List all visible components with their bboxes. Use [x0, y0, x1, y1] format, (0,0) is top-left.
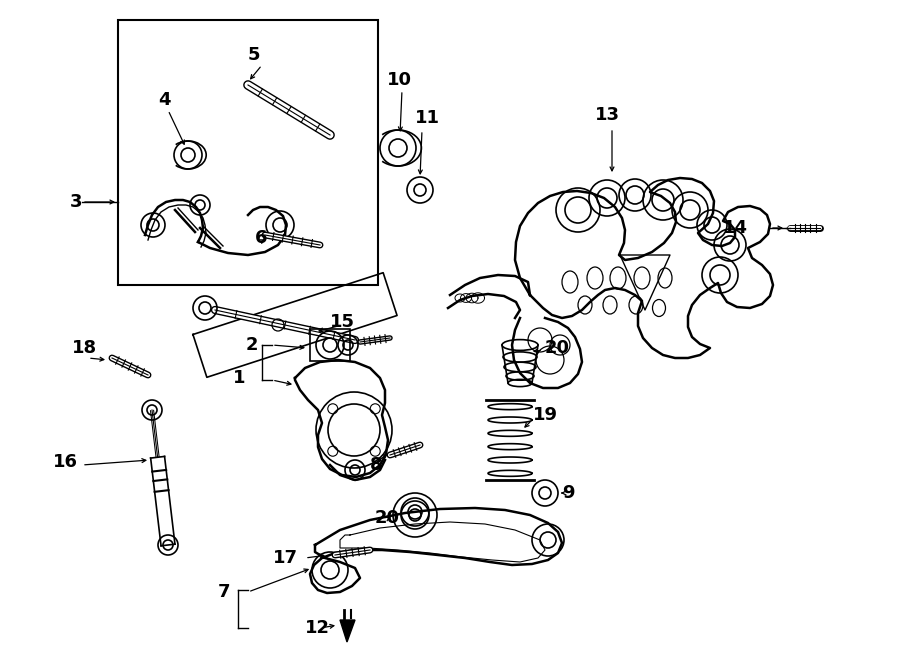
- Text: 17: 17: [273, 549, 298, 567]
- Text: 20: 20: [375, 509, 400, 527]
- Text: 16: 16: [53, 453, 78, 471]
- Text: 7: 7: [218, 583, 230, 601]
- Text: 8: 8: [370, 456, 382, 474]
- Text: 10: 10: [387, 71, 412, 89]
- Text: 14: 14: [723, 219, 748, 237]
- Bar: [310, 329, 350, 361]
- Text: 12: 12: [305, 619, 330, 637]
- Text: 2: 2: [246, 336, 258, 354]
- Text: 15: 15: [330, 313, 355, 331]
- Text: 6: 6: [255, 229, 267, 247]
- Text: 11: 11: [415, 109, 440, 127]
- Text: 4: 4: [158, 91, 170, 109]
- Text: 9: 9: [562, 484, 574, 502]
- Text: 1: 1: [232, 369, 245, 387]
- Text: 18: 18: [72, 339, 97, 357]
- Text: 20: 20: [545, 339, 570, 357]
- Text: 13: 13: [595, 106, 620, 124]
- Polygon shape: [340, 620, 355, 642]
- Bar: [118, 20, 378, 285]
- Text: 19: 19: [533, 406, 558, 424]
- Text: 5: 5: [248, 46, 260, 64]
- Text: 3: 3: [69, 193, 82, 211]
